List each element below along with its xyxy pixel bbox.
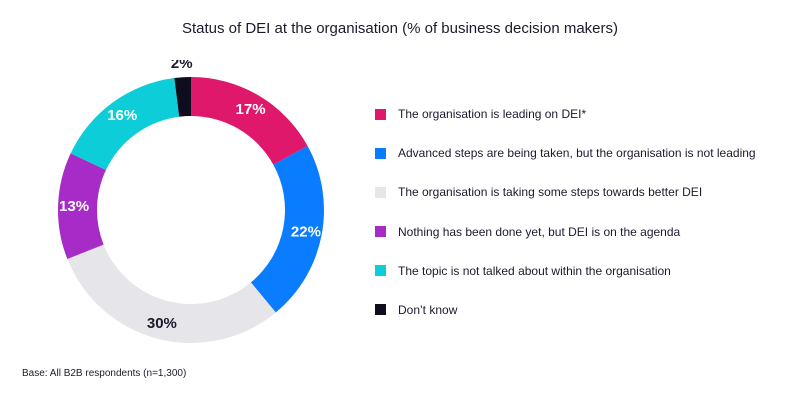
legend-label: The topic is not talked about within the… bbox=[398, 263, 671, 278]
legend-label: Nothing has been done yet, but DEI is on… bbox=[398, 224, 681, 239]
donut-slice-4 bbox=[58, 153, 106, 259]
donut-slice-2 bbox=[250, 145, 324, 313]
legend-label: Advanced steps are being taken, but the … bbox=[398, 146, 756, 161]
donut-slice-3 bbox=[67, 244, 276, 344]
slice-label-1: 17% bbox=[236, 101, 266, 118]
slice-label-5: 16% bbox=[107, 107, 137, 124]
slice-label-2: 22% bbox=[291, 223, 321, 240]
legend-swatch bbox=[375, 108, 386, 120]
donut-slice-6 bbox=[174, 77, 191, 117]
slice-label-3: 30% bbox=[147, 315, 177, 332]
slice-label-6: 2% bbox=[171, 60, 193, 72]
donut-slice-1 bbox=[191, 77, 308, 165]
legend-swatch bbox=[375, 265, 386, 277]
donut-slice-5 bbox=[70, 78, 180, 170]
legend-item-4: Nothing has been done yet, but DEI is on… bbox=[375, 222, 795, 242]
legend-label: The organisation is leading on DEI* bbox=[398, 107, 587, 121]
legend: The organisation is leading on DEI* Advan… bbox=[375, 104, 795, 339]
donut-chart: 17% 22% 30% 13% 16% 2% bbox=[58, 60, 324, 344]
chart-title: Status of DEI at the organisation (% of … bbox=[181, 20, 619, 37]
legend-swatch bbox=[375, 304, 386, 316]
legend-swatch bbox=[375, 226, 386, 238]
slice-label-4: 13% bbox=[59, 198, 89, 215]
legend-item-2: Advanced steps are being taken, but the … bbox=[375, 143, 795, 163]
legend-swatch bbox=[375, 186, 386, 198]
legend-item-3: The organisation is taking some steps to… bbox=[375, 182, 795, 202]
legend-label: The organisation is taking some steps to… bbox=[398, 185, 703, 200]
legend-item-1: The organisation is leading on DEI* bbox=[375, 104, 795, 124]
legend-label: Don’t know bbox=[398, 302, 458, 317]
legend-item-6: Don’t know bbox=[375, 300, 795, 320]
legend-swatch bbox=[375, 147, 386, 159]
legend-item-5: The topic is not talked about within the… bbox=[375, 261, 795, 281]
footnote: Base: All B2B respondents (n=1,300) bbox=[22, 368, 187, 379]
